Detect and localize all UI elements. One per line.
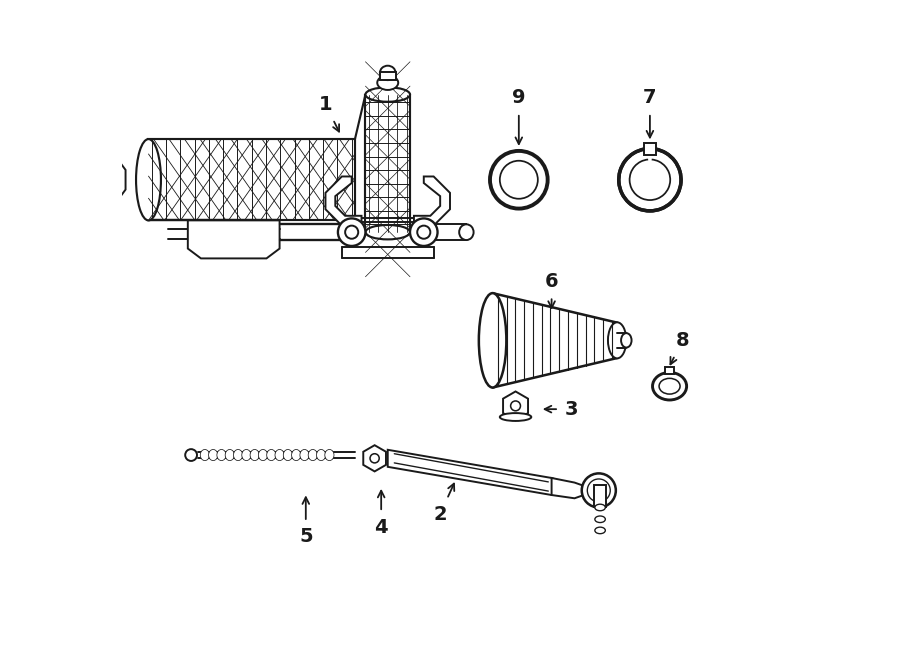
Ellipse shape: [209, 449, 218, 461]
Ellipse shape: [500, 413, 531, 421]
Polygon shape: [388, 449, 564, 495]
Bar: [644, 143, 656, 155]
Polygon shape: [148, 139, 355, 220]
Ellipse shape: [418, 225, 430, 239]
Polygon shape: [188, 220, 280, 258]
Ellipse shape: [380, 65, 396, 80]
Ellipse shape: [300, 449, 309, 461]
Ellipse shape: [275, 449, 284, 461]
Ellipse shape: [308, 449, 318, 461]
Ellipse shape: [370, 453, 379, 463]
Ellipse shape: [510, 401, 520, 410]
Ellipse shape: [345, 225, 358, 239]
Polygon shape: [414, 176, 450, 225]
Ellipse shape: [258, 449, 267, 461]
Text: 3: 3: [544, 400, 578, 418]
Ellipse shape: [266, 449, 276, 461]
Polygon shape: [503, 391, 528, 420]
Text: 8: 8: [670, 331, 689, 364]
Text: 9: 9: [512, 89, 526, 144]
Ellipse shape: [652, 372, 687, 400]
Text: 6: 6: [544, 272, 558, 308]
Polygon shape: [364, 446, 386, 471]
Ellipse shape: [659, 378, 680, 394]
Ellipse shape: [217, 449, 226, 461]
Ellipse shape: [317, 449, 326, 461]
Ellipse shape: [595, 504, 606, 511]
Ellipse shape: [595, 516, 606, 523]
Ellipse shape: [595, 527, 606, 533]
Ellipse shape: [185, 449, 197, 461]
Ellipse shape: [479, 293, 507, 387]
Ellipse shape: [459, 224, 473, 240]
Bar: [424, 224, 466, 240]
Polygon shape: [326, 176, 362, 225]
Text: 7: 7: [644, 89, 657, 137]
Ellipse shape: [500, 161, 538, 199]
Ellipse shape: [292, 449, 301, 461]
Ellipse shape: [136, 139, 161, 220]
Text: 2: 2: [434, 484, 454, 524]
Bar: [665, 367, 674, 374]
Ellipse shape: [225, 449, 234, 461]
Polygon shape: [365, 95, 410, 232]
Ellipse shape: [365, 225, 410, 239]
Ellipse shape: [490, 151, 548, 209]
Bar: [594, 485, 606, 508]
Text: 1: 1: [319, 95, 339, 132]
Polygon shape: [552, 478, 586, 498]
Ellipse shape: [377, 75, 398, 90]
Ellipse shape: [201, 449, 210, 461]
Ellipse shape: [338, 218, 365, 246]
Ellipse shape: [284, 449, 292, 461]
Ellipse shape: [581, 473, 616, 508]
Ellipse shape: [608, 323, 626, 358]
Ellipse shape: [325, 449, 334, 461]
Ellipse shape: [410, 218, 437, 246]
Ellipse shape: [365, 87, 410, 102]
Ellipse shape: [242, 449, 251, 461]
Ellipse shape: [621, 333, 632, 348]
Text: 4: 4: [374, 490, 388, 537]
Ellipse shape: [233, 449, 243, 461]
Ellipse shape: [250, 449, 259, 461]
Text: 5: 5: [299, 497, 312, 547]
Polygon shape: [106, 155, 126, 205]
Bar: [380, 72, 396, 80]
